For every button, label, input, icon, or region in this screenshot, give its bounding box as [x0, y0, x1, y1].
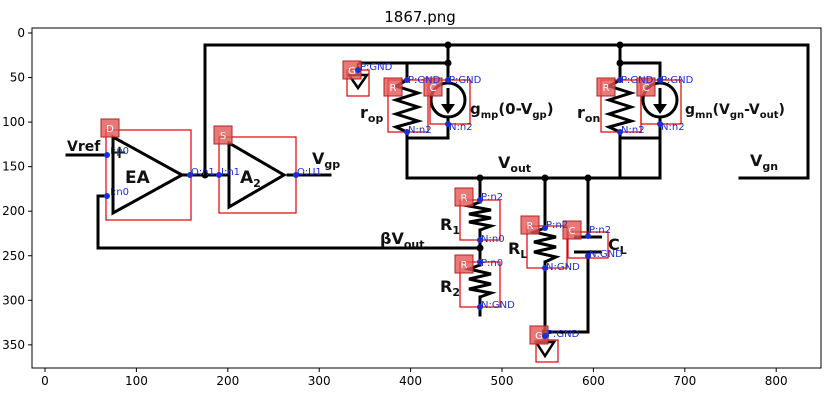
gmp-current-source [429, 81, 467, 119]
pin-gnd-bottom: P:GND [547, 329, 580, 340]
pin-gmn-n: N:n2 [661, 122, 685, 133]
pin-ea-n: I:n0 [110, 187, 129, 198]
y-tick-label: 0 [17, 26, 25, 40]
x-tick-label: 100 [125, 374, 148, 388]
vref-label: Vref [67, 139, 101, 155]
pin-gmp-n: N:n2 [449, 122, 473, 133]
pin-a2-out: O:U1 [297, 167, 322, 178]
svg-text:C: C [643, 83, 650, 94]
pin-r1-n: N:n0 [481, 234, 505, 245]
component-tags: D S G R C R C R R R C G [100, 60, 656, 345]
gmn-label: gmn(Vgn-Vout) [685, 102, 785, 121]
pin-ea-out: O:n1 [191, 167, 215, 178]
svg-text:R: R [390, 83, 397, 94]
svg-text:C: C [569, 226, 576, 237]
r2-label: R2 [440, 277, 460, 299]
pin-rop-n: N:n2 [408, 125, 432, 136]
a2-amplifier: A2 [227, 140, 287, 210]
ron-resistor [604, 78, 637, 134]
y-tick-label: 250 [2, 249, 25, 263]
x-tick-label: 800 [765, 374, 788, 388]
ron-label: ron [577, 103, 600, 125]
tag-rl: R [520, 215, 540, 235]
cl-label: CL [608, 235, 627, 257]
a2-label: A2 [240, 168, 261, 190]
x-axis: 0 100 200 300 400 500 600 700 800 [41, 368, 788, 388]
circuit-wires [65, 43, 810, 344]
x-tick-label: 600 [582, 374, 605, 388]
tag-ron: R [596, 77, 616, 97]
tag-cl: C [562, 220, 582, 240]
svg-text:S: S [220, 131, 226, 142]
r1-label: R1 [440, 215, 460, 237]
x-tick-label: 500 [491, 374, 514, 388]
y-axis: 0 50 100 150 200 250 300 350 [2, 26, 32, 352]
pin-cl-p: P:n2 [589, 225, 611, 236]
pin-r2-p: P:n0 [481, 258, 503, 269]
pin-markers: I:p0 I:n0 O:n1 I:n1 O:U1 P:GND P:GND N:n… [104, 62, 694, 340]
gmp-label: gmp(0-Vgp) [470, 100, 554, 121]
svg-text:R: R [603, 83, 610, 94]
tag-rop: R [383, 77, 403, 97]
x-tick-label: 400 [399, 374, 422, 388]
tag-gmp: C [423, 77, 443, 97]
ea-plus-sign: + [112, 142, 127, 163]
tag-ea: D [100, 118, 120, 138]
svg-text:D: D [106, 124, 114, 135]
x-tick-label: 700 [673, 374, 696, 388]
ea-amplifier: EA + [111, 134, 186, 216]
svg-text:R: R [527, 221, 534, 232]
pin-rl-n: N:GND [546, 262, 580, 273]
pin-cl-n: N:GND [589, 249, 623, 260]
pin-ron-n: N:n2 [621, 125, 645, 136]
tag-a2: S [213, 125, 233, 145]
pin-gnd-top: P:GND [360, 62, 393, 73]
svg-text:G: G [535, 331, 543, 342]
y-tick-label: 50 [10, 71, 25, 85]
rl-label: RL [508, 239, 527, 261]
figure-title: 1867.png [384, 8, 456, 26]
y-tick-label: 100 [2, 115, 25, 129]
ea-label: EA [125, 168, 151, 188]
tag-r2: R [454, 254, 474, 274]
rop-resistor [391, 78, 424, 134]
x-tick-label: 300 [308, 374, 331, 388]
vout-label: Vout [498, 153, 531, 175]
pin-rop-p: P:GND [408, 75, 441, 86]
pin-ron-p: P:GND [621, 75, 654, 86]
svg-text:R: R [461, 260, 468, 271]
x-tick-label: 200 [216, 374, 239, 388]
rop-label: rop [360, 103, 383, 125]
vgp-label: Vgp [312, 149, 340, 171]
pin-rl-p: P:n2 [546, 220, 568, 231]
vgn-label: Vgn [750, 151, 778, 173]
tag-gmn: C [636, 77, 656, 97]
r1-resistor [463, 200, 497, 232]
pin-a2-in: I:n1 [221, 167, 240, 178]
beta-vout-label: βVout [380, 229, 425, 251]
pin-gmp-p: P:GND [449, 75, 482, 86]
pin-r1-p: P:n2 [481, 192, 503, 203]
x-tick-label: 0 [41, 374, 49, 388]
tag-gnd-bottom: G [529, 325, 549, 345]
svg-text:G: G [348, 66, 356, 77]
y-tick-label: 200 [2, 204, 25, 218]
svg-text:R: R [461, 193, 468, 204]
y-tick-label: 300 [2, 293, 25, 307]
pin-r2-n: N:GND [481, 300, 515, 311]
y-tick-label: 350 [2, 338, 25, 352]
svg-text:C: C [430, 83, 437, 94]
y-tick-label: 150 [2, 160, 25, 174]
tag-r1: R [454, 187, 474, 207]
pin-gmn-p: P:GND [661, 75, 694, 86]
pin-ea-p: I:p0 [110, 146, 129, 157]
